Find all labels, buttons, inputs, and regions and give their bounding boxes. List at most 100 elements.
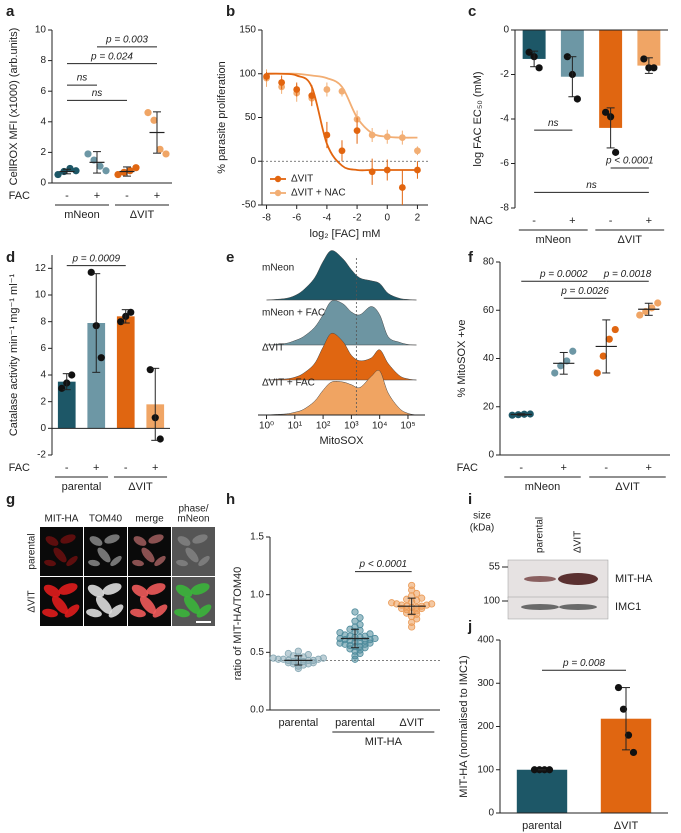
x-tick-label: -: [532, 215, 536, 227]
data-point: [127, 308, 135, 316]
data-point: [599, 352, 607, 360]
size-label: (kDa): [470, 523, 494, 534]
data-point: [351, 617, 359, 625]
group-label: mNeon: [536, 234, 571, 246]
cell: [190, 583, 210, 595]
y-tick-label: 40: [483, 353, 495, 364]
data-point: [563, 357, 571, 365]
y-tick-label: 80: [483, 257, 495, 268]
data-point: [284, 649, 292, 658]
data-point: [605, 335, 613, 343]
x-tick-label: -: [65, 190, 69, 202]
row-label: parental: [27, 533, 38, 569]
legend-marker: [274, 189, 282, 197]
ridge-label: mNeon: [262, 263, 294, 274]
column-label: phase/: [178, 504, 208, 515]
y-axis-label: CellROX MFI (x1000) (arb.units): [8, 28, 20, 186]
cell: [53, 547, 67, 563]
fit-curve: [266, 72, 418, 172]
cell: [95, 595, 113, 615]
data-point: [293, 86, 301, 93]
cell: [176, 559, 188, 567]
data-point: [398, 134, 406, 142]
y-tick-label: 50: [245, 112, 257, 123]
y-tick-label: 0.0: [250, 705, 264, 716]
data-point: [413, 589, 421, 598]
histogram-ridge: [266, 370, 417, 416]
column-label: mNeon: [177, 514, 209, 525]
bar: [57, 381, 76, 429]
comparison-label: ns: [92, 88, 103, 99]
ridge-label: ΔVIT + FAC: [262, 378, 315, 389]
data-point: [611, 325, 619, 334]
data-point: [569, 347, 577, 355]
error-bar: [62, 373, 71, 391]
data-point: [654, 299, 662, 307]
data-point: [535, 64, 543, 72]
cell: [43, 584, 61, 598]
data-point: [156, 435, 164, 443]
data-point: [323, 86, 331, 93]
x-tick-label: -: [125, 190, 129, 202]
y-axis-label: % parasite proliferation: [216, 61, 228, 174]
cell: [104, 534, 120, 544]
bar: [87, 323, 106, 429]
row-label: FAC: [9, 190, 30, 202]
data-point: [146, 366, 154, 374]
y-tick-label: 200: [477, 721, 494, 732]
x-tick-label: parental: [522, 820, 562, 832]
comparison-label: p < 0.0001: [605, 156, 654, 167]
cell: [139, 595, 157, 615]
y-tick-label: -2: [500, 69, 509, 80]
cell: [154, 555, 166, 567]
histogram-ridge: [266, 250, 417, 301]
data-point: [58, 384, 66, 392]
x-tick-label: +: [646, 215, 652, 227]
cell: [64, 604, 80, 618]
y-tick-label: 300: [477, 678, 494, 689]
cell: [175, 584, 193, 598]
cell: [60, 534, 76, 544]
y-tick-label: 6: [40, 86, 46, 97]
data-point: [414, 147, 421, 155]
comparison-label: p = 0.024: [90, 51, 133, 62]
x-tick-label: -: [519, 462, 523, 474]
data-point: [530, 766, 539, 774]
column-label: MIT-HA: [45, 514, 79, 525]
data-point: [87, 268, 95, 276]
blot-membrane: [507, 596, 609, 620]
panel-letter: i: [468, 491, 472, 508]
error-bar: [622, 687, 630, 751]
comparison-label: ns: [77, 73, 88, 84]
cell: [174, 608, 190, 618]
x-tick-label: 10⁰: [259, 421, 274, 432]
data-point: [66, 164, 74, 173]
data-point: [371, 634, 379, 643]
data-point: [545, 766, 554, 774]
y-tick-label: 4: [40, 370, 46, 381]
data-point: [294, 647, 302, 655]
data-point: [338, 87, 346, 95]
x-tick-label: +: [646, 462, 652, 474]
data-point: [366, 630, 374, 638]
cell: [132, 559, 144, 567]
data-point: [338, 147, 346, 155]
blot-band: [524, 576, 556, 582]
y-tick-label: 8: [40, 55, 46, 66]
y-tick-label: 12: [35, 263, 47, 274]
cell: [89, 536, 103, 546]
legend-marker: [274, 175, 282, 183]
data-point: [602, 108, 610, 116]
x-tick-label: -: [604, 462, 608, 474]
bar: [516, 769, 568, 813]
data-point: [418, 594, 426, 602]
panel-letter: g: [6, 491, 15, 508]
y-tick-label: 400: [477, 635, 494, 646]
cell: [102, 583, 122, 595]
y-tick-label: 20: [483, 401, 495, 412]
comparison-label: p = 0.0026: [560, 286, 609, 297]
y-tick-label: -2: [37, 450, 46, 461]
data-point: [356, 621, 364, 629]
x-tick-label: parental: [335, 717, 375, 729]
